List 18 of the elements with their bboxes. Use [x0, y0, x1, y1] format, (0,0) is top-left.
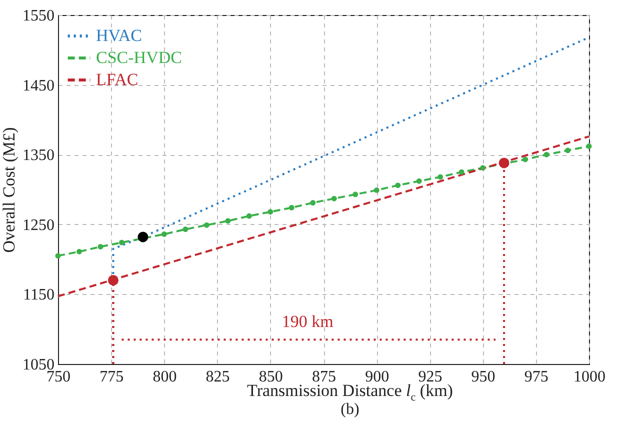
- x-tick-label: 775: [100, 368, 124, 386]
- y-axis-title: Overall Cost (M£): [0, 127, 18, 253]
- y-tick-label: 1250: [22, 216, 54, 234]
- legend-label: CSC-HVDC: [96, 48, 182, 67]
- x-tick-label: 750: [46, 368, 70, 386]
- x-tick-label: 800: [152, 368, 177, 386]
- text: (b): [340, 401, 360, 418]
- annotation: 190 km: [282, 312, 334, 331]
- legend-label: HVAC: [96, 26, 142, 45]
- y-tick-label: 1150: [23, 286, 54, 304]
- x-tick-label: 1000: [574, 368, 606, 386]
- y-tick-label: 1450: [22, 77, 54, 94]
- x-tick-label: 950: [471, 368, 496, 386]
- y-tick-label: 1550: [22, 8, 54, 24]
- x-tick-label: 975: [524, 368, 548, 386]
- y-tick-label: 1350: [22, 147, 54, 164]
- legend-label: LFAC: [96, 70, 138, 89]
- x-tick-label: 825: [206, 368, 230, 386]
